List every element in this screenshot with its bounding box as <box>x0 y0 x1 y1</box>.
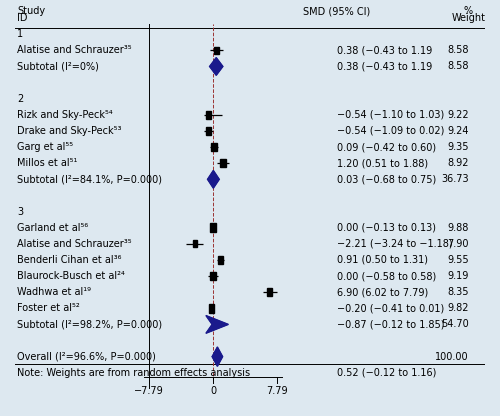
Polygon shape <box>212 347 222 366</box>
Text: Study: Study <box>18 6 46 16</box>
Text: Foster et al⁵²: Foster et al⁵² <box>18 303 80 313</box>
Bar <box>206 111 212 119</box>
Text: 9.24: 9.24 <box>447 126 468 136</box>
Text: 0.91 (0.50 to 1.31): 0.91 (0.50 to 1.31) <box>337 255 428 265</box>
Text: 7.79: 7.79 <box>266 386 288 396</box>
Bar <box>192 240 197 247</box>
Text: Subtotal (I²=84.1%, P=0.000): Subtotal (I²=84.1%, P=0.000) <box>18 174 163 184</box>
Text: 1.20 (0.51 to 1.88): 1.20 (0.51 to 1.88) <box>337 158 428 168</box>
Text: Drake and Sky-Peck⁵³: Drake and Sky-Peck⁵³ <box>18 126 122 136</box>
Text: 8.92: 8.92 <box>447 158 468 168</box>
Bar <box>220 159 226 167</box>
Polygon shape <box>208 171 220 188</box>
Text: 8.58: 8.58 <box>447 45 468 55</box>
Text: Millos et al⁵¹: Millos et al⁵¹ <box>18 158 78 168</box>
Text: −0.54 (−1.09 to 0.02): −0.54 (−1.09 to 0.02) <box>337 126 444 136</box>
Text: 2: 2 <box>18 94 24 104</box>
Bar <box>210 272 216 280</box>
Text: 9.19: 9.19 <box>447 271 468 281</box>
Text: 0.03 (−0.68 to 0.75): 0.03 (−0.68 to 0.75) <box>337 174 436 184</box>
Bar <box>211 143 216 151</box>
Text: ID: ID <box>18 13 28 23</box>
Text: 100.00: 100.00 <box>435 352 468 362</box>
Text: Weight: Weight <box>452 13 486 23</box>
Text: Garland et al⁵⁶: Garland et al⁵⁶ <box>18 223 88 233</box>
Text: 3: 3 <box>18 207 24 217</box>
Text: 0.38 (−0.43 to 1.19: 0.38 (−0.43 to 1.19 <box>337 45 432 55</box>
Text: 9.22: 9.22 <box>447 110 468 120</box>
Text: 6.90 (6.02 to 7.79): 6.90 (6.02 to 7.79) <box>337 287 428 297</box>
Text: Alatise and Schrauzer³⁵: Alatise and Schrauzer³⁵ <box>18 45 132 55</box>
Text: Blaurock-Busch et al²⁴: Blaurock-Busch et al²⁴ <box>18 271 125 281</box>
Text: −2.21 (−3.24 to −1.18): −2.21 (−3.24 to −1.18) <box>337 239 452 249</box>
Text: Note: Weights are from random effects analysis: Note: Weights are from random effects an… <box>18 368 250 378</box>
Text: Subtotal (I²=0%): Subtotal (I²=0%) <box>18 62 99 72</box>
Text: 0: 0 <box>210 386 216 396</box>
Polygon shape <box>210 57 223 75</box>
Bar <box>206 127 212 135</box>
Text: 8.58: 8.58 <box>447 62 468 72</box>
Text: SMD (95% CI): SMD (95% CI) <box>304 6 370 16</box>
Polygon shape <box>206 316 229 333</box>
Text: −0.87 (−0.12 to 1.85): −0.87 (−0.12 to 1.85) <box>337 319 444 329</box>
Text: Garg et al⁵⁵: Garg et al⁵⁵ <box>18 142 74 152</box>
Text: 1: 1 <box>18 29 24 39</box>
Text: 0.09 (−0.42 to 0.60): 0.09 (−0.42 to 0.60) <box>337 142 436 152</box>
Bar <box>214 47 218 54</box>
Text: −7.79: −7.79 <box>134 386 164 396</box>
Text: 9.82: 9.82 <box>447 303 468 313</box>
Text: Alatise and Schrauzer³⁵: Alatise and Schrauzer³⁵ <box>18 239 132 249</box>
Bar <box>218 256 224 264</box>
Bar <box>208 304 214 313</box>
Text: Wadhwa et al¹⁹: Wadhwa et al¹⁹ <box>18 287 92 297</box>
Text: 54.70: 54.70 <box>441 319 468 329</box>
Text: 7.90: 7.90 <box>447 239 468 249</box>
Text: 9.55: 9.55 <box>447 255 468 265</box>
Text: 0.38 (−0.43 to 1.19: 0.38 (−0.43 to 1.19 <box>337 62 432 72</box>
Text: Overall (I²=96.6%, P=0.000): Overall (I²=96.6%, P=0.000) <box>18 352 156 362</box>
Text: 0.00 (−0.58 to 0.58): 0.00 (−0.58 to 0.58) <box>337 271 436 281</box>
Text: 9.88: 9.88 <box>447 223 468 233</box>
Text: %: % <box>464 6 473 16</box>
Text: 0.00 (−0.13 to 0.13): 0.00 (−0.13 to 0.13) <box>337 223 436 233</box>
Bar <box>210 223 216 232</box>
Text: 8.35: 8.35 <box>447 287 468 297</box>
Text: 36.73: 36.73 <box>441 174 468 184</box>
Text: 0.52 (−0.12 to 1.16): 0.52 (−0.12 to 1.16) <box>337 368 436 378</box>
Text: Rizk and Sky-Peck⁵⁴: Rizk and Sky-Peck⁵⁴ <box>18 110 113 120</box>
Text: Subtotal (I²=98.2%, P=0.000): Subtotal (I²=98.2%, P=0.000) <box>18 319 163 329</box>
Text: −0.54 (−1.10 to 1.03): −0.54 (−1.10 to 1.03) <box>337 110 444 120</box>
Text: 9.35: 9.35 <box>447 142 468 152</box>
Bar <box>268 288 272 296</box>
Text: −0.20 (−0.41 to 0.01): −0.20 (−0.41 to 0.01) <box>337 303 444 313</box>
Text: Benderli Cihan et al³⁶: Benderli Cihan et al³⁶ <box>18 255 122 265</box>
